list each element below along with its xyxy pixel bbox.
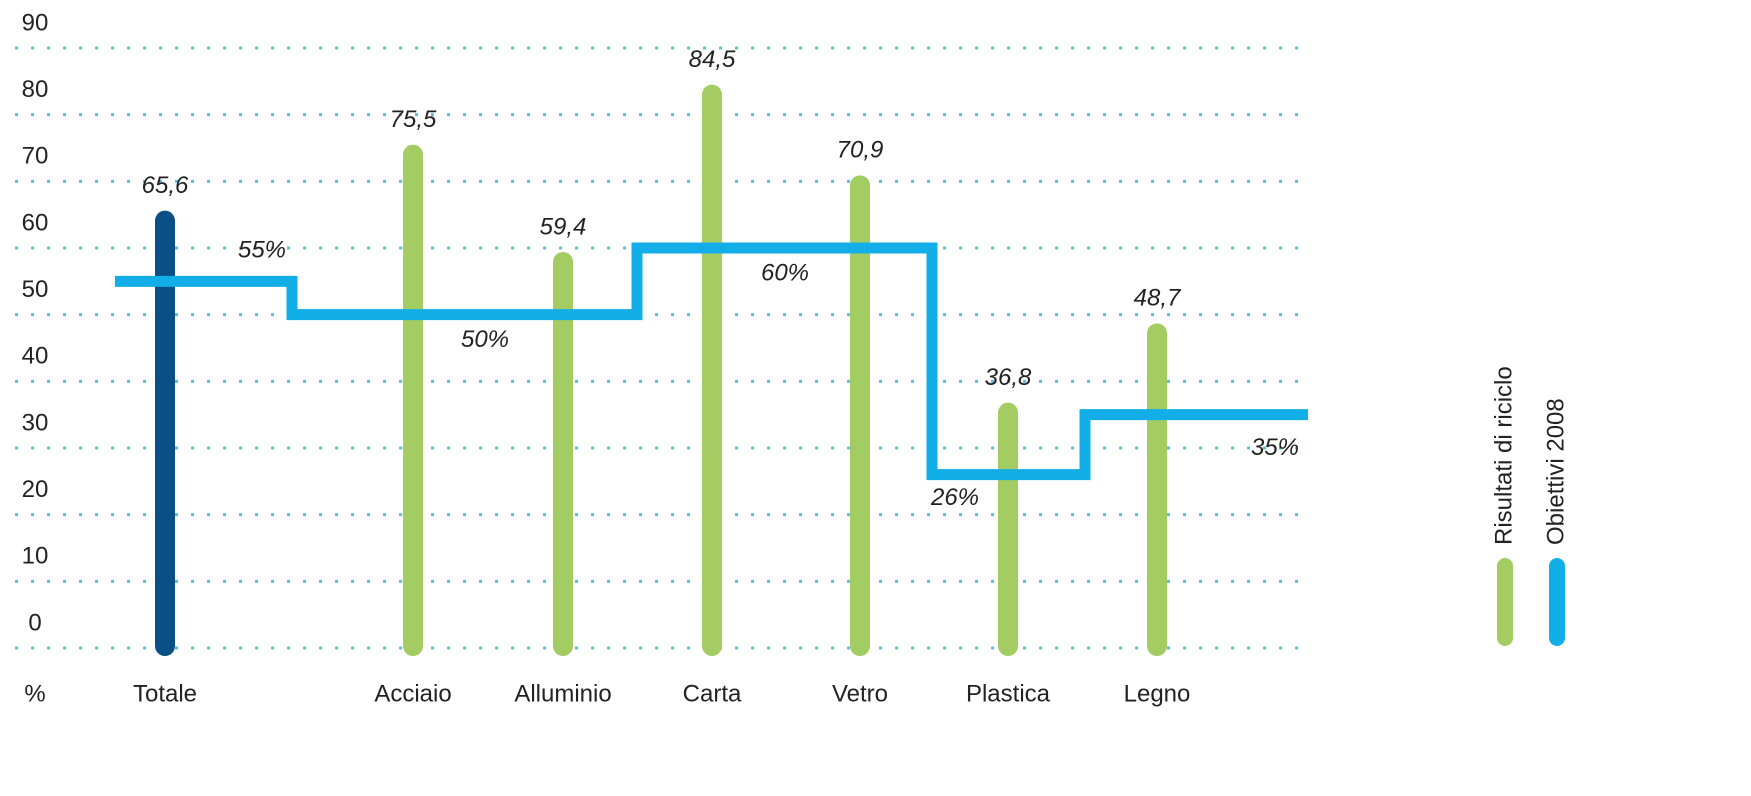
value-label: 84,5 xyxy=(689,46,736,73)
x-tick-label: Acciaio xyxy=(374,680,451,707)
legend-label: Risultati di riciclo xyxy=(1490,366,1517,545)
y-tick-label: 60 xyxy=(22,209,49,236)
bar xyxy=(553,252,573,656)
y-tick-label: 50 xyxy=(22,276,49,303)
x-tick-label: Plastica xyxy=(966,680,1051,707)
target-label: 50% xyxy=(461,326,509,353)
x-tick-label: Carta xyxy=(683,680,742,707)
value-label: 65,6 xyxy=(142,172,189,199)
x-tick-label: Alluminio xyxy=(514,680,611,707)
y-tick-label: 40 xyxy=(22,343,49,370)
bar xyxy=(1147,323,1167,656)
x-tick-label: Vetro xyxy=(832,680,888,707)
legend-swatch xyxy=(1497,558,1513,646)
bar xyxy=(403,144,423,656)
bar xyxy=(702,84,722,656)
value-label: 75,5 xyxy=(390,106,437,133)
target-label: 26% xyxy=(930,484,979,511)
bar xyxy=(998,402,1018,656)
y-tick-label: 70 xyxy=(22,143,49,170)
bar xyxy=(850,175,870,657)
y-axis-label: % xyxy=(24,680,45,707)
value-label: 36,8 xyxy=(985,364,1032,391)
x-tick-label: Totale xyxy=(133,680,197,707)
target-label: 35% xyxy=(1251,434,1299,461)
target-label: 55% xyxy=(238,237,286,264)
y-tick-label: 10 xyxy=(22,543,49,570)
y-tick-label: 0 xyxy=(28,609,41,636)
x-tick-label: Legno xyxy=(1124,680,1191,707)
y-tick-label: 20 xyxy=(22,476,49,503)
legend-label: Obiettivi 2008 xyxy=(1542,398,1569,545)
bar xyxy=(155,210,175,656)
value-label: 59,4 xyxy=(540,213,587,240)
value-label: 48,7 xyxy=(1134,285,1182,312)
target-line xyxy=(115,242,1308,481)
y-tick-label: 90 xyxy=(22,9,49,36)
y-tick-label: 30 xyxy=(22,409,49,436)
value-label: 70,9 xyxy=(837,137,884,164)
target-label: 60% xyxy=(761,259,809,286)
y-tick-label: 80 xyxy=(22,76,49,103)
legend-swatch xyxy=(1549,558,1565,646)
